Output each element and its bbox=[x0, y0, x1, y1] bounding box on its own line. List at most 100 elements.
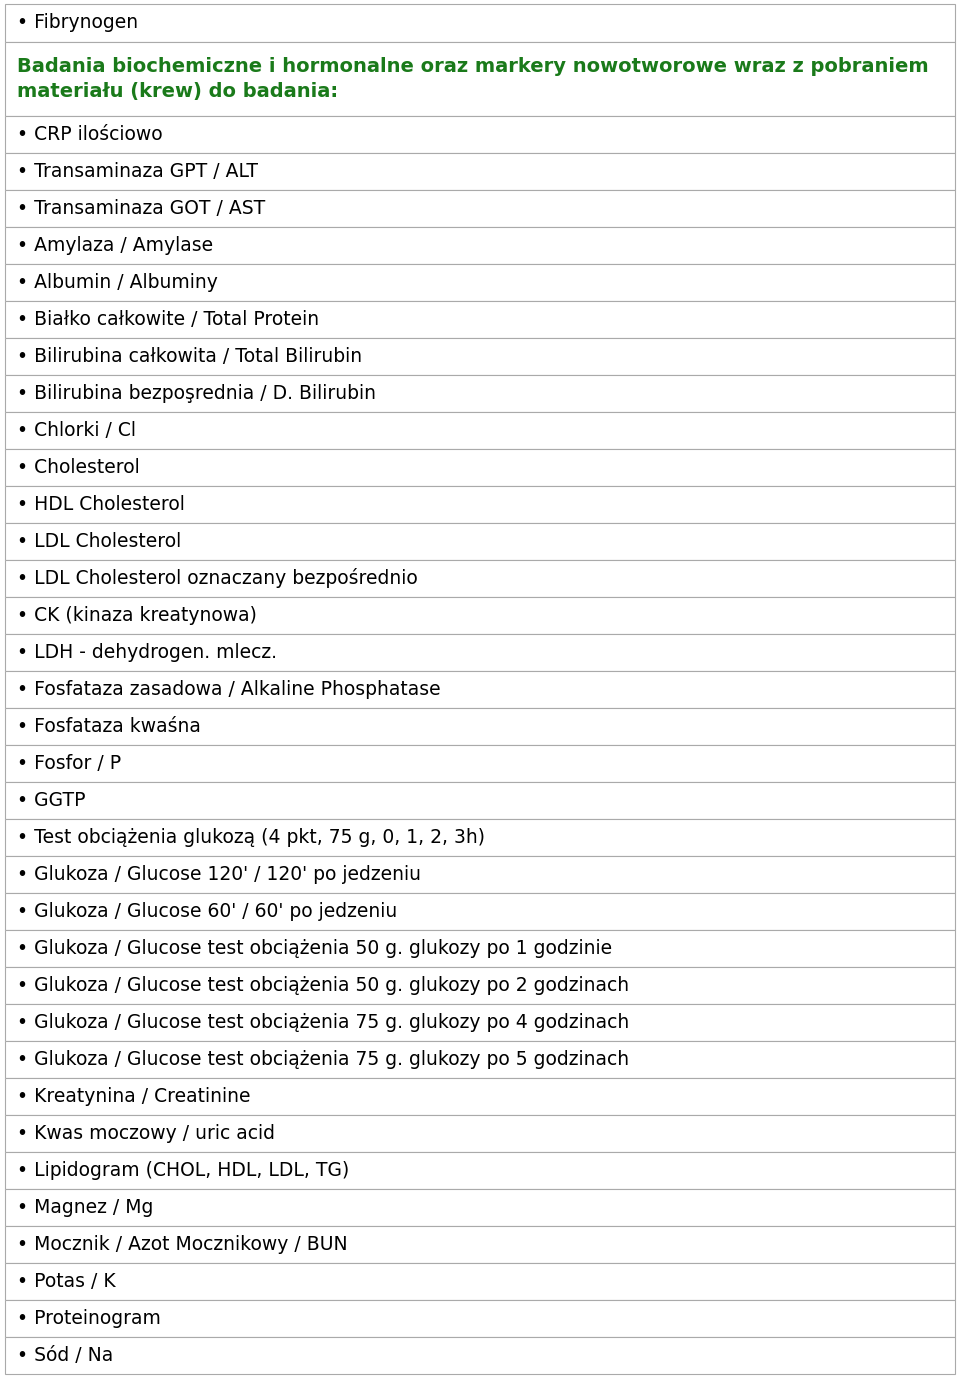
Text: • HDL Cholesterol: • HDL Cholesterol bbox=[17, 495, 185, 514]
Text: • Albumin / Albuminy: • Albumin / Albuminy bbox=[17, 273, 218, 293]
Bar bbox=[5, 4, 955, 42]
Bar bbox=[5, 967, 955, 1004]
Text: • Cholesterol: • Cholesterol bbox=[17, 458, 140, 476]
Bar bbox=[5, 1152, 955, 1190]
Bar bbox=[5, 189, 955, 227]
Bar bbox=[5, 893, 955, 931]
Bar bbox=[5, 598, 955, 634]
Text: • Amylaza / Amylase: • Amylaza / Amylase bbox=[17, 235, 213, 255]
Bar bbox=[5, 265, 955, 301]
Bar bbox=[5, 116, 955, 153]
Text: • GGTP: • GGTP bbox=[17, 791, 85, 809]
Text: • Kreatynina / Creatinine: • Kreatynina / Creatinine bbox=[17, 1087, 251, 1106]
Bar bbox=[5, 1041, 955, 1078]
Bar bbox=[5, 708, 955, 745]
Bar bbox=[5, 1004, 955, 1041]
Bar bbox=[5, 375, 955, 412]
Bar bbox=[5, 1004, 955, 1041]
Bar bbox=[5, 1337, 955, 1373]
Bar bbox=[5, 189, 955, 227]
Text: • Fosfor / P: • Fosfor / P bbox=[17, 754, 121, 773]
Bar bbox=[5, 931, 955, 967]
Bar bbox=[5, 1152, 955, 1190]
Text: • Glukoza / Glucose 120' / 120' po jedzeniu: • Glukoza / Glucose 120' / 120' po jedze… bbox=[17, 865, 421, 885]
Text: • Sód / Na: • Sód / Na bbox=[17, 1346, 113, 1365]
Text: • CRP ilościowo: • CRP ilościowo bbox=[17, 125, 162, 143]
Bar bbox=[5, 1300, 955, 1337]
Bar bbox=[5, 1190, 955, 1226]
Text: • Glukoza / Glucose test obciążenia 50 g. glukozy po 2 godzinach: • Glukoza / Glucose test obciążenia 50 g… bbox=[17, 976, 629, 995]
Bar bbox=[5, 522, 955, 560]
Bar bbox=[5, 781, 955, 819]
Bar bbox=[5, 227, 955, 265]
Bar bbox=[5, 301, 955, 338]
Text: Badania biochemiczne i hormonalne oraz markery nowotworowe wraz z pobraniem
mate: Badania biochemiczne i hormonalne oraz m… bbox=[17, 57, 928, 100]
Bar bbox=[5, 671, 955, 708]
Text: • Proteinogram: • Proteinogram bbox=[17, 1309, 161, 1328]
Bar bbox=[5, 745, 955, 781]
Text: • Bilirubina całkowita / Total Bilirubin: • Bilirubina całkowita / Total Bilirubin bbox=[17, 347, 362, 366]
Bar bbox=[5, 1114, 955, 1152]
Bar bbox=[5, 4, 955, 42]
Bar bbox=[5, 1078, 955, 1114]
Text: • Transaminaza GPT / ALT: • Transaminaza GPT / ALT bbox=[17, 162, 258, 181]
Text: • Lipidogram (CHOL, HDL, LDL, TG): • Lipidogram (CHOL, HDL, LDL, TG) bbox=[17, 1160, 349, 1180]
Bar bbox=[5, 634, 955, 671]
Bar bbox=[5, 1263, 955, 1300]
Bar bbox=[5, 1190, 955, 1226]
Bar bbox=[5, 153, 955, 189]
Bar bbox=[5, 1078, 955, 1114]
Text: • Chlorki / Cl: • Chlorki / Cl bbox=[17, 421, 136, 440]
Text: • Glukoza / Glucose test obciążenia 50 g. glukozy po 1 godzinie: • Glukoza / Glucose test obciążenia 50 g… bbox=[17, 939, 612, 958]
Bar bbox=[5, 1226, 955, 1263]
Bar bbox=[5, 449, 955, 486]
Bar bbox=[5, 116, 955, 153]
Text: • Test obciążenia glukozą (4 pkt, 75 g, 0, 1, 2, 3h): • Test obciążenia glukozą (4 pkt, 75 g, … bbox=[17, 827, 485, 847]
Text: • LDL Cholesterol: • LDL Cholesterol bbox=[17, 532, 181, 552]
Text: • Glukoza / Glucose 60' / 60' po jedzeniu: • Glukoza / Glucose 60' / 60' po jedzeni… bbox=[17, 903, 397, 921]
Bar bbox=[5, 781, 955, 819]
Bar bbox=[5, 486, 955, 522]
Bar bbox=[5, 375, 955, 412]
Bar bbox=[5, 671, 955, 708]
Bar bbox=[5, 893, 955, 931]
Text: • Magnez / Mg: • Magnez / Mg bbox=[17, 1198, 154, 1217]
Bar bbox=[5, 857, 955, 893]
Bar bbox=[5, 1041, 955, 1078]
Text: • Białko całkowite / Total Protein: • Białko całkowite / Total Protein bbox=[17, 311, 319, 329]
Bar bbox=[5, 1114, 955, 1152]
Bar bbox=[5, 301, 955, 338]
Text: • Fosfataza kwaśna: • Fosfataza kwaśna bbox=[17, 717, 201, 736]
Text: • CK (kinaza kreatynowa): • CK (kinaza kreatynowa) bbox=[17, 606, 257, 625]
Bar bbox=[5, 560, 955, 598]
Bar bbox=[5, 42, 955, 116]
Bar bbox=[5, 338, 955, 375]
Bar bbox=[5, 153, 955, 189]
Bar bbox=[5, 819, 955, 857]
Bar bbox=[5, 598, 955, 634]
Text: • Glukoza / Glucose test obciążenia 75 g. glukozy po 4 godzinach: • Glukoza / Glucose test obciążenia 75 g… bbox=[17, 1013, 629, 1032]
Bar bbox=[5, 967, 955, 1004]
Bar bbox=[5, 819, 955, 857]
Bar bbox=[5, 1300, 955, 1337]
Bar bbox=[5, 522, 955, 560]
Bar bbox=[5, 42, 955, 116]
Text: • Glukoza / Glucose test obciążenia 75 g. glukozy po 5 godzinach: • Glukoza / Glucose test obciążenia 75 g… bbox=[17, 1050, 629, 1068]
Bar bbox=[5, 560, 955, 598]
Text: • Mocznik / Azot Mocznikowy / BUN: • Mocznik / Azot Mocznikowy / BUN bbox=[17, 1236, 348, 1254]
Text: • Transaminaza GOT / AST: • Transaminaza GOT / AST bbox=[17, 199, 265, 217]
Text: • Kwas moczowy / uric acid: • Kwas moczowy / uric acid bbox=[17, 1124, 275, 1144]
Bar bbox=[5, 857, 955, 893]
Text: • LDL Cholesterol oznaczany bezpośrednio: • LDL Cholesterol oznaczany bezpośrednio bbox=[17, 568, 418, 588]
Bar bbox=[5, 1337, 955, 1373]
Bar bbox=[5, 412, 955, 449]
Bar bbox=[5, 412, 955, 449]
Bar bbox=[5, 1263, 955, 1300]
Bar bbox=[5, 1226, 955, 1263]
Bar bbox=[5, 449, 955, 486]
Bar bbox=[5, 265, 955, 301]
Text: • Potas / K: • Potas / K bbox=[17, 1272, 115, 1291]
Bar bbox=[5, 708, 955, 745]
Text: • Bilirubina bezpoşrednia / D. Bilirubin: • Bilirubina bezpoşrednia / D. Bilirubin bbox=[17, 384, 376, 403]
Bar bbox=[5, 931, 955, 967]
